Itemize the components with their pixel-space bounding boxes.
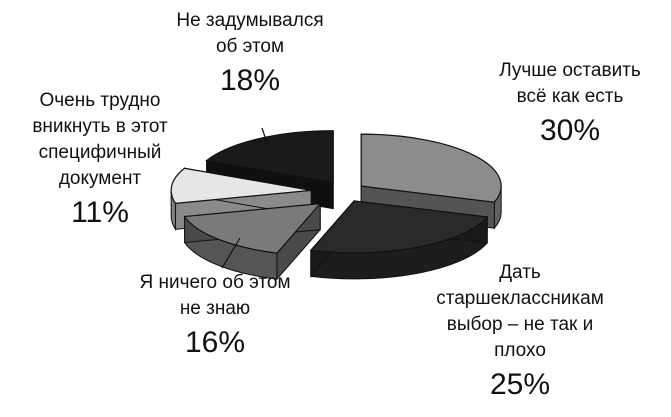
- slice-label-text: Лучше оставить всё как есть: [499, 60, 641, 107]
- pie-slice: [183, 202, 322, 254]
- slice-value-label: 30%: [539, 114, 601, 147]
- leader-line-no-thought: [261, 127, 269, 147]
- slice-label-text: Не задумывался об этом: [176, 10, 324, 57]
- slice-label-text: Я ничего об этом не знаю: [139, 272, 291, 319]
- slice-label-hard-to-understand: Очень трудно вникнуть в этот специфичный до…: [0, 88, 200, 232]
- slice-label-text: Дать старшеклассникам выбор – не так и плох…: [436, 262, 604, 361]
- slice-label-text: Очень трудно вникнуть в этот специфичный до…: [32, 90, 168, 189]
- pie-slice: [170, 167, 312, 204]
- slice-value-label: 18%: [219, 64, 281, 97]
- slice-value-label: 16%: [184, 326, 246, 359]
- slice-value-label: 25%: [489, 368, 551, 401]
- slice-label-no-thought: Не задумывался об этом 18%: [150, 8, 350, 100]
- slice-label-give-choice: Дать старшеклассникам выбор – не так и плох…: [410, 260, 630, 404]
- pie-slice: [309, 200, 489, 254]
- slice-value-label: 11%: [71, 196, 129, 229]
- pie-slice-tops: [170, 130, 502, 254]
- slice-label-dont-know: Я ничего об этом не знаю 16%: [100, 270, 330, 362]
- slice-label-keep-as-is: Лучше оставить всё как есть 30%: [470, 58, 670, 150]
- leader-lines: [221, 127, 269, 269]
- leader-line-dont-know: [221, 237, 241, 269]
- pie-slice: [205, 130, 334, 184]
- pie-slice: [360, 133, 502, 203]
